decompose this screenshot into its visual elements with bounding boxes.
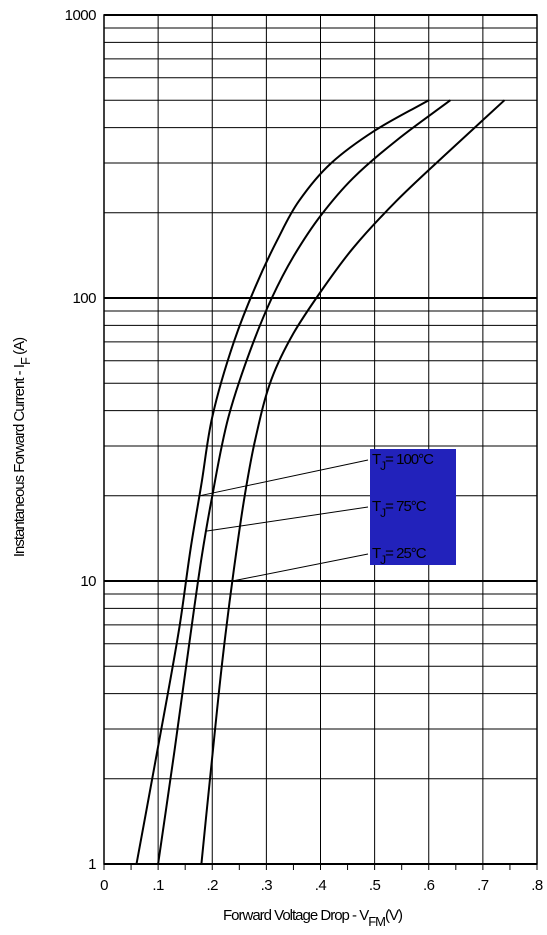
y-tick-label: 10 [80,573,96,590]
legend-label: TJ= 25°C [372,545,427,567]
series-curve-2 [157,99,451,865]
x-tick-label: .4 [315,877,327,894]
x-tick-label: .5 [369,877,381,894]
legend: TJ= 100°C TJ= 75°C TJ= 25°C [199,449,456,582]
x-tick-label: .2 [206,877,218,894]
x-tick-label: 0 [100,877,108,894]
x-tick-label: .3 [261,877,273,894]
x-tick-label: .6 [423,877,435,894]
y-tick-label: 1000 [65,7,97,24]
grid-lines [103,14,538,865]
y-tick-label: 1 [88,856,96,873]
series-curves [135,99,506,865]
x-tick-label: .1 [152,877,164,894]
series-curve-3 [200,99,506,865]
series-curve-1 [135,99,430,865]
x-axis-title: Forward Voltage Drop - VFM(V) [223,907,403,929]
plot-frame [103,14,538,870]
legend-leader-line [232,553,369,582]
axis-titles: Forward Voltage Drop - VFM(V) Instantaneo… [11,337,404,929]
legend-label: TJ= 100°C [372,451,434,473]
x-tick-label: .7 [477,877,489,894]
legend-box [370,449,456,565]
tick-labels: 0 .1 .2 .3 .4 .5 .6 .7 .8 1 10 100 1000 [65,7,544,894]
legend-leader-line [199,459,369,497]
x-tick-label: .8 [531,877,543,894]
y-axis-title: Instantaneous Forward Current - IF (A) [11,337,33,557]
y-tick-label: 100 [72,290,96,307]
legend-label: TJ= 75°C [372,498,427,520]
legend-leader-line [206,506,369,532]
